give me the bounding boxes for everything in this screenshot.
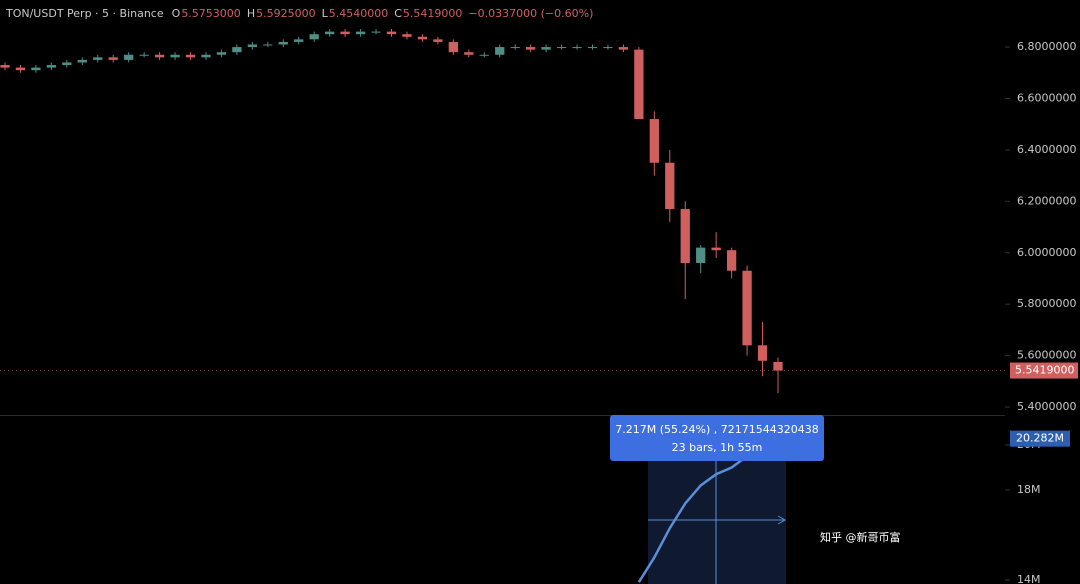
candle-body	[0, 65, 10, 68]
y-tick-label: 6.6000000	[1017, 91, 1077, 104]
candle-body	[201, 54, 211, 58]
legend-key: L	[322, 7, 329, 20]
candle-body	[46, 65, 57, 68]
candle-body	[618, 47, 629, 50]
legend-value: 5.4540000	[329, 7, 389, 20]
candle-body	[479, 54, 489, 56]
candle-body	[216, 52, 227, 55]
candle-body	[154, 54, 165, 58]
candle-body	[263, 44, 273, 46]
candle-body	[417, 36, 428, 40]
candle-body	[294, 39, 304, 42]
chart-title: TON/USDT Perp · 5 · Binance	[5, 7, 164, 20]
candle-body	[757, 345, 768, 361]
y-tick-label: 18M	[1017, 483, 1041, 496]
measure-label-box	[610, 415, 824, 461]
y-tick-label: 5.4000000	[1017, 400, 1077, 413]
y-tick-label: 6.8000000	[1017, 40, 1077, 53]
candle-body	[15, 67, 26, 71]
y-tick-label: 5.6000000	[1017, 349, 1077, 362]
candle-body	[448, 41, 458, 53]
legend-value: 5.5419000	[403, 7, 463, 20]
y-tick-label: 14M	[1017, 573, 1041, 584]
legend-key: C	[394, 7, 402, 20]
candle-body	[510, 47, 520, 49]
candle-body	[634, 49, 644, 120]
last-price-label: 5.5419000	[1015, 364, 1075, 377]
last-value-box	[1010, 430, 1070, 447]
measure-arrow	[777, 515, 787, 525]
legend-value: 5.5753000	[181, 7, 241, 20]
legend-change: −0.0337000 (−0.60%)	[468, 7, 593, 20]
watermark: 知乎 @新哥币富	[820, 530, 901, 544]
candle-body	[371, 31, 381, 33]
candle-body	[433, 39, 443, 42]
measure-line1: 7.217M (55.24%) , 72171544320438	[615, 423, 818, 436]
candle-body	[108, 57, 118, 60]
candle-body	[556, 47, 567, 49]
candle-body	[62, 62, 72, 66]
candle-body	[464, 52, 474, 55]
candle-body	[93, 57, 103, 60]
y-tick-label: 6.2000000	[1017, 194, 1077, 207]
candle-body	[696, 247, 706, 264]
candle-body	[325, 31, 335, 35]
candle-body	[495, 47, 505, 55]
candle-body	[603, 47, 613, 49]
candle-body	[170, 54, 180, 58]
candle-body	[185, 54, 196, 58]
candle-body	[773, 361, 783, 371]
candle-body	[649, 119, 659, 163]
candle-body	[340, 31, 350, 35]
candle-body	[402, 34, 412, 37]
candle-body	[711, 247, 721, 251]
candle-body	[572, 47, 582, 49]
candle-body	[309, 34, 319, 40]
y-tick-label: 6.4000000	[1017, 143, 1077, 156]
candle-body	[541, 47, 551, 50]
candle-body	[139, 54, 149, 56]
candle-body	[278, 41, 288, 45]
candle-body	[232, 47, 242, 53]
candle-body	[587, 47, 598, 49]
candle-body	[526, 47, 536, 50]
candle-body	[386, 31, 397, 35]
measure-line2: 23 bars, 1h 55m	[672, 441, 763, 454]
y-tick-label: 6.0000000	[1017, 246, 1077, 259]
candle-body	[355, 31, 366, 35]
candle-body	[742, 270, 752, 346]
candle-body	[247, 44, 257, 48]
last-price-box	[1010, 362, 1078, 379]
candle-body	[726, 250, 737, 271]
candle-body	[31, 67, 41, 71]
candle-body	[124, 54, 134, 60]
candle-body	[665, 162, 675, 210]
y-tick-label: 5.8000000	[1017, 297, 1077, 310]
last-value-label: 20.282M	[1016, 432, 1064, 445]
legend-key: H	[247, 7, 255, 20]
candle-body	[77, 59, 87, 63]
legend-value: 5.5925000	[256, 7, 316, 20]
candle-body	[680, 209, 690, 264]
legend-key: O	[172, 7, 181, 20]
